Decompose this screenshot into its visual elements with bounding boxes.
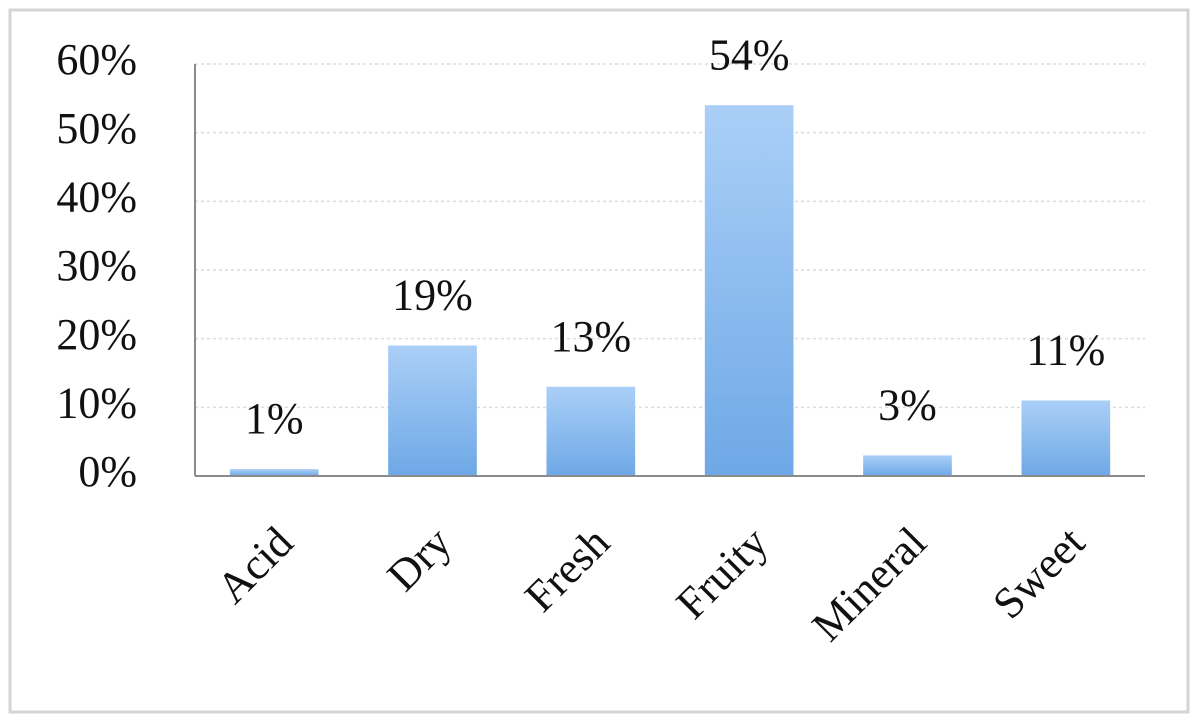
value-label: 13% <box>551 312 632 361</box>
chart-frame <box>8 8 1190 714</box>
value-label: 1% <box>245 394 304 443</box>
bar <box>704 105 794 476</box>
y-tick-label: 40% <box>56 172 137 221</box>
bar <box>388 345 477 476</box>
value-label: 54% <box>709 30 790 79</box>
bar <box>1021 400 1111 476</box>
bar <box>863 455 952 476</box>
value-label: 11% <box>1026 326 1105 375</box>
y-tick-label: 30% <box>56 241 137 290</box>
y-tick-label: 60% <box>56 35 137 84</box>
y-tick-label: 10% <box>56 378 137 427</box>
y-tick-label: 20% <box>56 310 137 359</box>
value-label: 19% <box>392 271 473 320</box>
bar <box>546 386 636 476</box>
y-tick-label: 50% <box>56 104 137 153</box>
y-tick-label: 0% <box>78 447 137 496</box>
bar <box>229 469 319 476</box>
value-label: 3% <box>878 380 937 429</box>
